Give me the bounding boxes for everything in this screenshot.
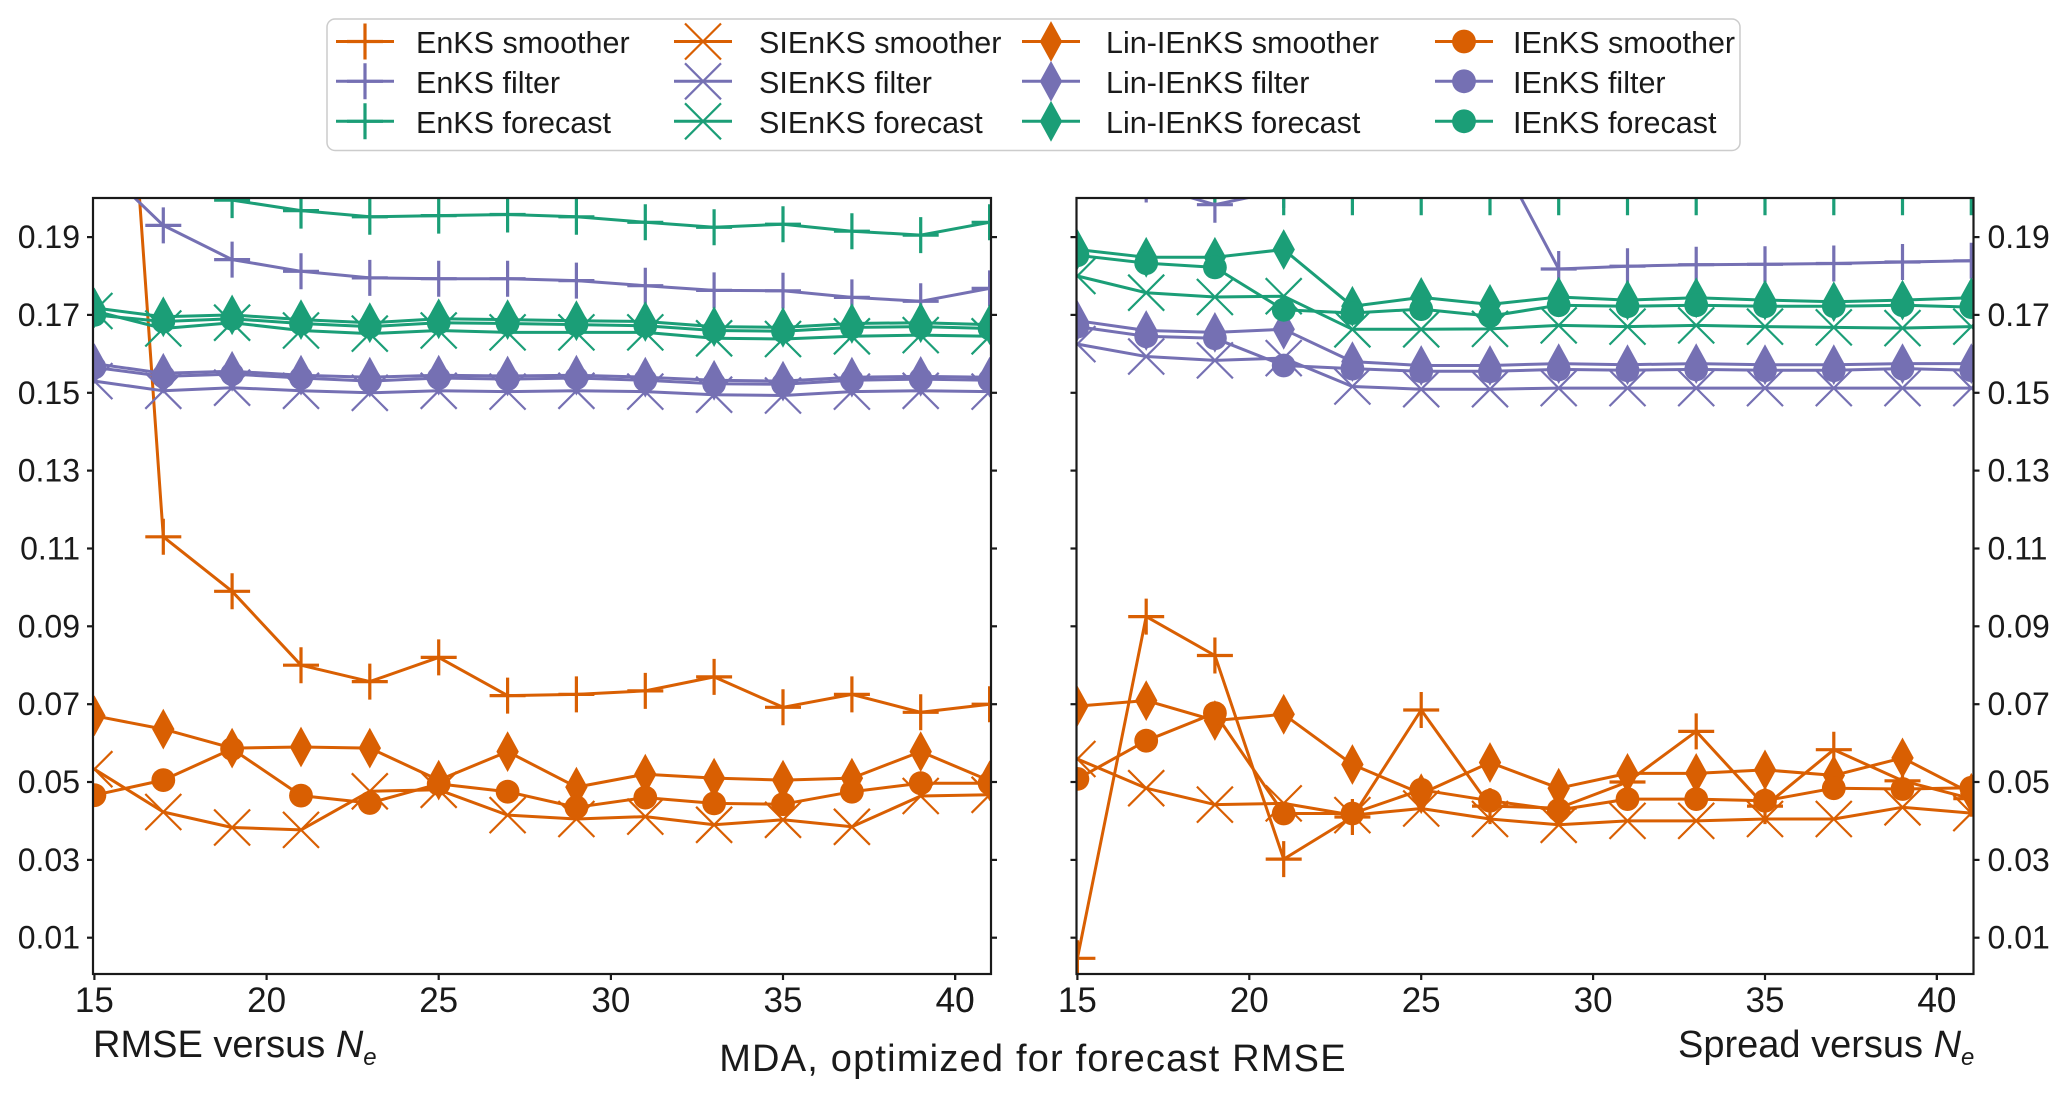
svg-text:0.09: 0.09 [18,608,80,644]
svg-text:30: 30 [591,981,630,1020]
svg-text:0.01: 0.01 [1988,920,2050,956]
svg-text:Lin-IEnKS smoother: Lin-IEnKS smoother [1106,26,1379,60]
svg-text:EnKS smoother: EnKS smoother [416,26,630,60]
svg-text:0.11: 0.11 [1988,531,2048,567]
svg-text:0.11: 0.11 [20,531,80,567]
svg-text:0.03: 0.03 [1988,842,2050,878]
svg-text:RMSE versus Ne: RMSE versus Ne [93,1024,377,1071]
svg-text:IEnKS forecast: IEnKS forecast [1513,106,1717,140]
svg-text:0.01: 0.01 [18,920,80,956]
svg-text:30: 30 [1574,981,1613,1020]
svg-text:25: 25 [419,981,458,1020]
svg-text:15: 15 [1058,981,1097,1020]
svg-text:0.07: 0.07 [1988,686,2050,722]
svg-text:0.05: 0.05 [18,764,80,800]
svg-text:0.07: 0.07 [18,686,80,722]
svg-text:0.05: 0.05 [1988,764,2050,800]
svg-text:Spread versus Ne: Spread versus Ne [1678,1024,1974,1071]
svg-text:0.09: 0.09 [1988,608,2050,644]
svg-text:0.19: 0.19 [1988,219,2050,255]
svg-text:20: 20 [247,981,286,1020]
svg-text:40: 40 [936,981,975,1020]
svg-text:15: 15 [75,981,114,1020]
svg-text:0.19: 0.19 [18,219,80,255]
svg-text:20: 20 [1230,981,1269,1020]
svg-text:SIEnKS filter: SIEnKS filter [759,66,932,100]
svg-text:0.17: 0.17 [1988,297,2050,333]
svg-text:25: 25 [1402,981,1441,1020]
svg-text:SIEnKS forecast: SIEnKS forecast [759,106,983,140]
svg-text:35: 35 [1746,981,1785,1020]
svg-text:EnKS forecast: EnKS forecast [416,106,611,140]
svg-text:Lin-IEnKS filter: Lin-IEnKS filter [1106,66,1309,100]
svg-text:IEnKS filter: IEnKS filter [1513,66,1666,100]
svg-text:40: 40 [1917,981,1956,1020]
svg-text:EnKS filter: EnKS filter [416,66,560,100]
svg-text:MDA, optimized for forecast RM: MDA, optimized for forecast RMSE [719,1038,1347,1080]
svg-text:0.17: 0.17 [18,297,80,333]
svg-text:0.15: 0.15 [1988,375,2050,411]
svg-text:0.13: 0.13 [18,453,80,489]
svg-text:0.13: 0.13 [1988,453,2050,489]
svg-text:35: 35 [764,981,803,1020]
svg-text:40: 40 [1917,981,1956,1020]
svg-text:0.15: 0.15 [18,375,80,411]
svg-text:0.03: 0.03 [18,842,80,878]
svg-text:SIEnKS smoother: SIEnKS smoother [759,26,1001,60]
svg-text:40: 40 [936,981,975,1020]
svg-text:Lin-IEnKS forecast: Lin-IEnKS forecast [1106,106,1361,140]
svg-text:IEnKS smoother: IEnKS smoother [1513,26,1735,60]
